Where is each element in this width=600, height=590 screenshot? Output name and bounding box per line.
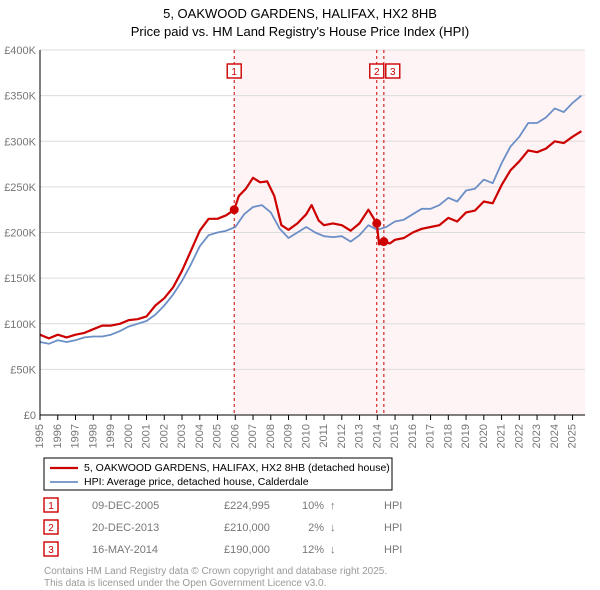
event-arrow-icon: ↑: [330, 500, 336, 512]
footer-line1: Contains HM Land Registry data © Crown c…: [44, 566, 387, 577]
event-cmp: HPI: [384, 500, 402, 512]
x-tick-label: 1998: [87, 424, 99, 448]
y-tick-label: £150K: [4, 273, 36, 285]
event-date: 09-DEC-2005: [92, 500, 159, 512]
y-tick-label: £250K: [4, 182, 36, 194]
x-tick-label: 2014: [371, 424, 383, 448]
x-tick-label: 1997: [70, 424, 82, 448]
event-date: 20-DEC-2013: [92, 522, 159, 534]
y-tick-label: £400K: [4, 45, 36, 57]
marker-label-num: 1: [231, 67, 237, 78]
x-tick-label: 2024: [549, 424, 561, 448]
x-tick-label: 2012: [336, 424, 348, 448]
marker-point: [372, 219, 381, 228]
x-tick-label: 2022: [513, 424, 525, 448]
x-tick-label: 2010: [300, 424, 312, 448]
event-cmp: HPI: [384, 522, 402, 534]
event-arrow-icon: ↓: [330, 544, 336, 556]
event-cmp: HPI: [384, 544, 402, 556]
title-line1: 5, OAKWOOD GARDENS, HALIFAX, HX2 8HB: [163, 6, 437, 21]
event-pct: 2%: [308, 522, 324, 534]
marker-label-num: 3: [390, 67, 396, 78]
event-date: 16-MAY-2014: [92, 544, 158, 556]
y-tick-label: £300K: [4, 136, 36, 148]
x-tick-label: 2016: [407, 424, 419, 448]
x-tick-label: 2001: [141, 424, 153, 448]
title-line2: Price paid vs. HM Land Registry's House …: [131, 24, 469, 39]
x-tick-label: 2004: [194, 424, 206, 448]
x-tick-label: 1995: [34, 424, 46, 448]
x-tick-label: 2008: [265, 424, 277, 448]
event-marker-num: 1: [48, 501, 54, 512]
x-tick-label: 2023: [531, 424, 543, 448]
x-tick-label: 2020: [478, 424, 490, 448]
x-tick-label: 1996: [52, 424, 64, 448]
y-tick-label: £350K: [4, 91, 36, 103]
y-tick-label: £0: [24, 410, 36, 422]
x-tick-label: 1999: [105, 424, 117, 448]
event-pct: 10%: [302, 500, 324, 512]
y-tick-label: £100K: [4, 319, 36, 331]
x-tick-label: 2006: [229, 424, 241, 448]
footer-line2: This data is licensed under the Open Gov…: [44, 578, 326, 589]
x-tick-label: 2000: [123, 424, 135, 448]
event-price: £210,000: [224, 522, 270, 534]
event-arrow-icon: ↓: [330, 522, 336, 534]
marker-point: [379, 237, 388, 246]
x-tick-label: 2007: [247, 424, 259, 448]
event-price: £190,000: [224, 544, 270, 556]
x-tick-label: 2009: [283, 424, 295, 448]
event-marker-num: 3: [48, 545, 54, 556]
x-tick-label: 2011: [318, 424, 330, 448]
event-marker-num: 2: [48, 523, 54, 534]
marker-label-num: 2: [374, 67, 380, 78]
price-chart: 5, OAKWOOD GARDENS, HALIFAX, HX2 8HB Pric…: [0, 0, 600, 590]
x-tick-label: 2019: [460, 424, 472, 448]
x-tick-label: 2021: [496, 424, 508, 448]
event-price: £224,995: [224, 500, 270, 512]
x-tick-label: 2005: [212, 424, 224, 448]
x-tick-label: 2017: [425, 424, 437, 448]
x-tick-label: 2025: [567, 424, 579, 448]
event-pct: 12%: [302, 544, 324, 556]
x-tick-label: 2013: [354, 424, 366, 448]
y-tick-label: £200K: [4, 228, 36, 240]
marker-point: [230, 205, 239, 214]
x-tick-label: 2002: [158, 424, 170, 448]
x-tick-label: 2015: [389, 424, 401, 448]
y-tick-label: £50K: [10, 364, 36, 376]
legend-label-red: 5, OAKWOOD GARDENS, HALIFAX, HX2 8HB (de…: [84, 462, 390, 474]
x-tick-label: 2018: [442, 424, 454, 448]
x-tick-label: 2003: [176, 424, 188, 448]
legend-label-blue: HPI: Average price, detached house, Cald…: [84, 476, 309, 488]
